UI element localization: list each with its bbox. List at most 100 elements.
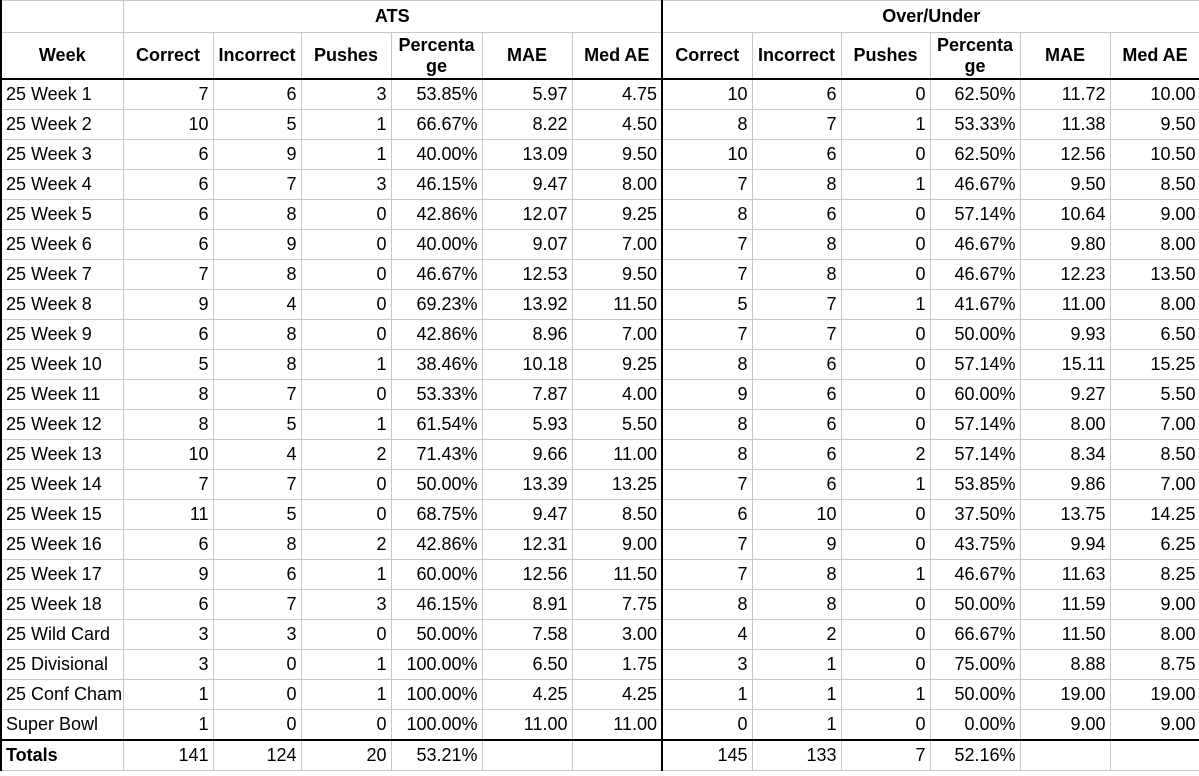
table-cell: 11.38	[1019, 109, 1111, 140]
table-row: 25 Week 17 9 6 1 60.00% 12.56 11.50 7 8 1 46.67% 11…	[0, 559, 1199, 590]
table-cell: 7	[212, 469, 302, 500]
table-cell: 66.67%	[390, 109, 483, 140]
row-label: 25 Week 12	[0, 409, 124, 440]
table-cell: 4	[212, 439, 302, 470]
table-cell: 8	[661, 349, 753, 380]
total-cell: 145	[661, 739, 753, 771]
table-cell: 0	[840, 589, 931, 620]
table-cell: 1	[840, 109, 931, 140]
row-label: 25 Week 2	[0, 109, 124, 140]
table-row: Week Correct Incorrect Pushes Percentage MAE M…	[0, 32, 1199, 80]
table-cell: 9.00	[1109, 199, 1199, 230]
table-cell: 9.07	[481, 229, 573, 260]
table-cell: 7	[661, 229, 753, 260]
table-cell: 7.00	[571, 319, 663, 350]
table-cell: 8	[212, 349, 302, 380]
table-cell: 19.00	[1019, 679, 1111, 710]
table-cell: 9.00	[1019, 709, 1111, 741]
table-cell: 5	[212, 409, 302, 440]
table-cell: 50.00%	[929, 679, 1021, 710]
table-cell: 60.00%	[390, 559, 483, 590]
table-cell: 71.43%	[390, 439, 483, 470]
table-cell: 1	[300, 349, 392, 380]
table-cell: 0	[300, 289, 392, 320]
table-cell: 41.67%	[929, 289, 1021, 320]
table-cell: 9	[122, 289, 214, 320]
table-cell: 7	[751, 319, 842, 350]
row-label: 25 Divisional	[0, 649, 124, 680]
table-cell: 8.96	[481, 319, 573, 350]
table-cell: 9.86	[1019, 469, 1111, 500]
table-cell: 10.18	[481, 349, 573, 380]
table-cell: 38.46%	[390, 349, 483, 380]
table-cell: 66.67%	[929, 619, 1021, 650]
table-cell: 6	[751, 439, 842, 470]
table-cell: 10.50	[1109, 139, 1199, 170]
table-cell: 42.86%	[390, 529, 483, 560]
table-row: 25 Week 13 10 4 2 71.43% 9.66 11.00 8 6 2 57.14% 8.…	[0, 439, 1199, 470]
table-cell: 62.50%	[929, 139, 1021, 170]
table-cell: 8.34	[1019, 439, 1111, 470]
total-cell: 53.21%	[390, 739, 483, 771]
table-cell: 6	[122, 229, 214, 260]
table-row: 25 Week 4 6 7 3 46.15% 9.47 8.00 7 8 1 46.67% 9.50 8…	[0, 169, 1199, 200]
table-cell: 8	[212, 199, 302, 230]
blank-cell	[1109, 739, 1199, 771]
table-cell: 11.50	[571, 559, 663, 590]
table-cell: 0	[840, 349, 931, 380]
table-cell: 8	[661, 199, 753, 230]
table-cell: 8	[212, 319, 302, 350]
row-label: 25 Week 3	[0, 139, 124, 170]
table-cell: 5.97	[481, 78, 573, 110]
table-cell: 8	[751, 559, 842, 590]
table-cell: 0	[300, 499, 392, 530]
table-cell: 9.25	[571, 199, 663, 230]
table-row: 25 Week 8 9 4 0 69.23% 13.92 11.50 5 7 1 41.67% 11.…	[0, 289, 1199, 320]
table-cell: 9.50	[571, 259, 663, 290]
table-cell: 4	[212, 289, 302, 320]
table-cell: 0	[840, 649, 931, 680]
table-cell: 7	[661, 319, 753, 350]
table-cell: 57.14%	[929, 409, 1021, 440]
column-header: Week	[0, 32, 124, 80]
table-cell: 1	[751, 709, 842, 741]
table-cell: 57.14%	[929, 439, 1021, 470]
table-cell: 12.23	[1019, 259, 1111, 290]
table-cell: 7	[661, 259, 753, 290]
table-cell: 6	[212, 78, 302, 110]
table-cell: 7	[122, 78, 214, 110]
table-cell: 0	[840, 499, 931, 530]
table-cell: 37.50%	[929, 499, 1021, 530]
table-cell: 8	[212, 259, 302, 290]
table-cell: 9	[661, 379, 753, 410]
table-cell: 4.25	[481, 679, 573, 710]
table-cell: 2	[300, 529, 392, 560]
table-cell: 11	[122, 499, 214, 530]
column-header: Pushes	[300, 32, 392, 80]
row-label: 25 Week 7	[0, 259, 124, 290]
table-cell: 8	[661, 409, 753, 440]
table-cell: 2	[300, 439, 392, 470]
table-cell: 46.15%	[390, 589, 483, 620]
table-cell: 1	[840, 169, 931, 200]
table-cell: 1	[751, 649, 842, 680]
table-cell: 10	[751, 499, 842, 530]
table-cell: 7	[661, 169, 753, 200]
table-cell: 4.75	[571, 78, 663, 110]
table-cell: 7	[212, 589, 302, 620]
table-cell: 1	[840, 469, 931, 500]
table-cell: 8.91	[481, 589, 573, 620]
table-row: 25 Wild Card 3 3 0 50.00% 7.58 3.00 4 2 0 66.67% 11…	[0, 619, 1199, 650]
table-cell: 13.75	[1019, 499, 1111, 530]
column-header: MAE	[1019, 32, 1111, 80]
row-label: 25 Week 6	[0, 229, 124, 260]
table-cell: 14.25	[1109, 499, 1199, 530]
table-cell: 0	[840, 199, 931, 230]
row-label: 25 Week 13	[0, 439, 124, 470]
table-cell: 7	[661, 469, 753, 500]
row-label: Super Bowl	[0, 709, 124, 741]
table-cell: 46.67%	[929, 559, 1021, 590]
table-cell: 9	[212, 139, 302, 170]
row-label: 25 Conf Championship	[0, 679, 124, 710]
